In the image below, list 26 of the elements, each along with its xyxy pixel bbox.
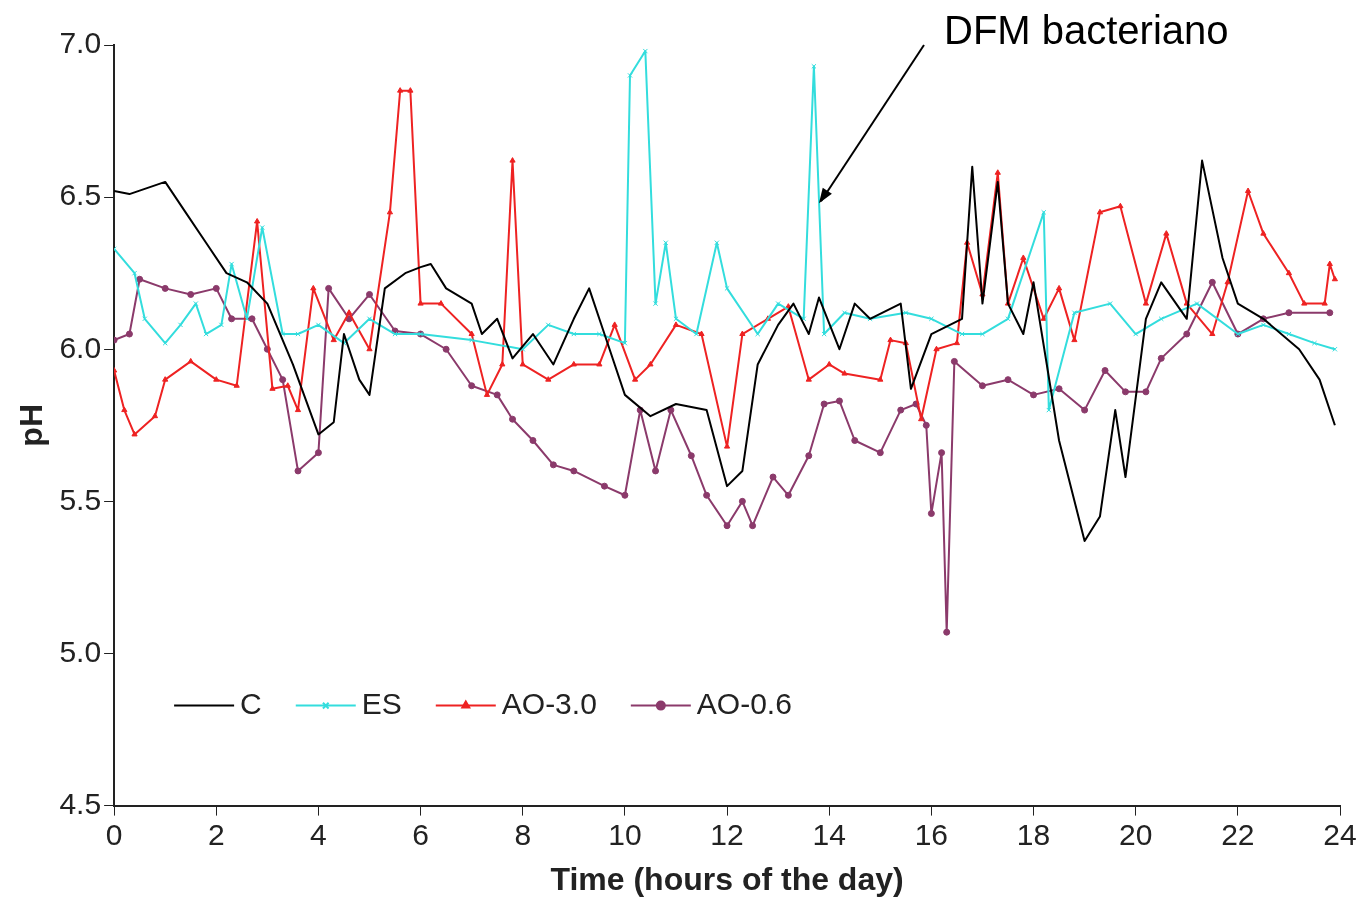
x-tick-label: 12 [710,817,744,851]
x-tick-label: 8 [514,817,532,851]
x-tick-label: 6 [412,817,429,851]
x-tick-label: 22 [1221,817,1255,851]
y-tick-label: 6.0 [59,330,102,364]
x-tick-label: 4 [310,817,327,851]
legend-label: AO-0.6 [696,686,792,720]
x-axis-title: Time (hours of the day) [550,860,904,897]
x-tick-label: 16 [914,817,949,851]
y-tick-label: 4.5 [59,786,102,820]
x-tick-label: 2 [207,817,225,851]
x-tick-label: 14 [812,817,846,851]
y-tick-label: 7.0 [59,26,102,60]
y-tick-label: 6.5 [59,178,102,212]
y-tick-label: 5.5 [59,482,102,516]
legend-label: ES [361,686,402,720]
x-tick-label: 20 [1119,817,1153,851]
x-tick-label: 18 [1016,817,1051,851]
x-tick-label: 24 [1323,817,1357,851]
legend-label: C [240,686,262,720]
x-tick-label: 10 [608,817,642,851]
y-tick-label: 5.0 [59,634,102,668]
legend-label: AO-3.0 [501,686,597,720]
annotation: DFM bacteriano [943,8,1229,53]
y-axis-title: pH [13,403,50,447]
x-tick-label: 0 [105,817,123,851]
